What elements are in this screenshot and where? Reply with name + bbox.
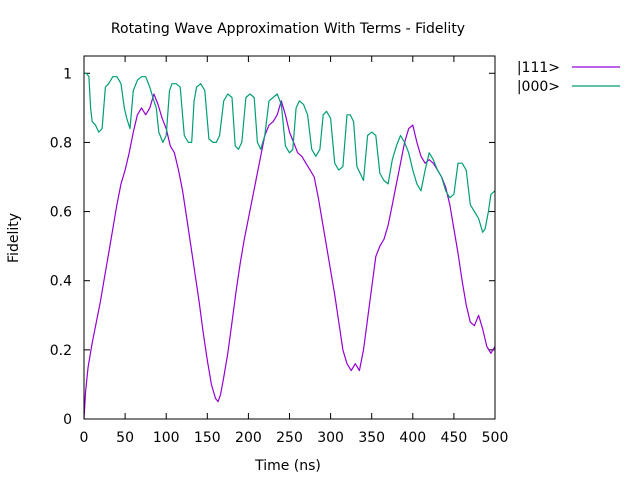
x-tick-label: 450 [441,430,468,446]
x-tick-label: 250 [276,430,303,446]
x-tick-label: 200 [235,430,262,446]
y-tick-label: 1 [63,66,72,82]
chart-title: Rotating Wave Approximation With Terms -… [111,21,465,37]
y-axis-ticks: 0 0.2 0.4 0.6 0.8 1 [50,66,495,428]
series-lines [83,72,496,420]
y-tick-label: 0.6 [50,205,72,221]
y-tick-label: 0.8 [50,135,72,151]
x-tick-label: 300 [317,430,344,446]
plot-area-border [83,55,496,420]
y-axis-label: Fidelity [6,213,22,263]
y-tick-label: 0.2 [50,343,72,359]
x-tick-label: 100 [153,430,180,446]
x-axis-ticks: 0 50 100 150 200 250 300 350 400 450 500 [80,56,509,446]
x-tick-label: 350 [358,430,385,446]
x-tick-label: 400 [399,430,426,446]
x-tick-label: 0 [80,430,89,446]
x-tick-label: 150 [194,430,221,446]
x-tick-label: 500 [482,430,509,446]
y-tick-label: 0 [63,412,72,428]
x-axis-label: Time (ns) [254,458,321,474]
series-line-2 [84,72,496,233]
y-tick-label: 0.4 [50,274,72,290]
legend-label: |000> [517,79,560,95]
x-tick-label: 50 [116,430,134,446]
legend-label: |111> [517,60,560,76]
legend: |111> |000> [517,60,620,95]
series-line-1 [83,93,496,420]
